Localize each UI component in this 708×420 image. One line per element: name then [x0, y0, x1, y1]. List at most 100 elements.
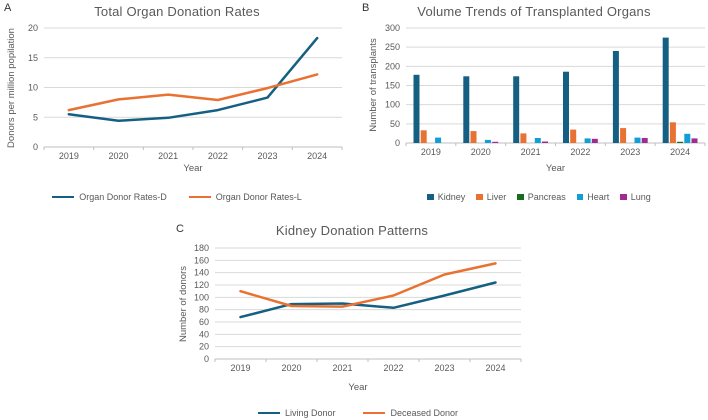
svg-text:2021: 2021	[521, 147, 541, 157]
bar-kidney-2022	[563, 71, 569, 143]
bar-liver-2020	[470, 131, 477, 143]
legend-square-swatch-icon	[576, 193, 584, 201]
bar-lung-2022	[591, 138, 598, 143]
panel-c-title: Kidney Donation Patterns	[275, 223, 429, 238]
legend-item-label: Organ Donor Rates-L	[215, 192, 302, 202]
svg-text:2020: 2020	[281, 363, 301, 373]
bar-liver-2023	[620, 128, 627, 143]
svg-text:2022: 2022	[383, 363, 403, 373]
legend-item-organ-donor-rates-l: Organ Donor Rates-L	[188, 192, 302, 202]
svg-text:2020: 2020	[108, 151, 128, 161]
legend-item-lung: Lung	[620, 192, 651, 202]
svg-text:2024: 2024	[670, 147, 690, 157]
bar-heart-2019	[435, 137, 442, 143]
legend-item-label: Kidney	[437, 192, 466, 202]
svg-text:2024: 2024	[307, 151, 327, 161]
legend-item-label: Lung	[630, 192, 651, 202]
legend-item-label: Deceased Donor	[390, 408, 459, 418]
svg-text:2023: 2023	[620, 147, 640, 157]
svg-text:5: 5	[33, 112, 38, 122]
svg-text:100: 100	[385, 100, 400, 110]
svg-text:140: 140	[194, 268, 209, 278]
svg-text:2022: 2022	[570, 147, 590, 157]
legend-item-label: Heart	[587, 192, 610, 202]
svg-text:80: 80	[199, 305, 209, 315]
panel-a-title: Total Organ Donation Rates	[94, 4, 260, 19]
panel-volume-trends-transplanted-organs: B Volume Trends of Transplanted Organs N…	[354, 0, 708, 210]
bar-kidney-2019	[413, 74, 420, 143]
panel-total-organ-donation-rates: A Total Organ Donation Rates Donors per …	[0, 0, 354, 210]
svg-text:2023: 2023	[257, 151, 277, 161]
bar-kidney-2023	[612, 51, 619, 143]
svg-text:0: 0	[33, 142, 38, 152]
bar-lung-2023	[641, 138, 648, 143]
bar-heart-2020	[484, 139, 491, 143]
legend-item-living-donor: Living Donor	[257, 408, 336, 418]
legend-square-swatch-icon	[476, 193, 483, 201]
bar-pancreas-2024	[677, 141, 684, 143]
svg-text:0: 0	[204, 354, 209, 364]
legend-line-swatch-icon	[188, 195, 211, 199]
bar-heart-2021	[534, 138, 541, 143]
panel-c-plot-area: 0 20 40 60 80 100 120 140 160 180 2019 2020 2021 2022…	[194, 243, 522, 373]
bar-kidney-2021	[513, 76, 520, 143]
svg-text:10: 10	[28, 83, 38, 93]
panel-a-plot-area: 0 5 10 15 20 2019 2020 2021 2022 2023 2024	[28, 23, 343, 161]
panel-b-label: B	[362, 2, 370, 14]
bar-kidney-2024	[662, 37, 669, 143]
legend-line-swatch-icon	[257, 411, 280, 415]
panel-c-x-axis-title: Year	[348, 382, 368, 393]
svg-text:20: 20	[199, 342, 209, 352]
legend-item-organ-donor-rates-d: Organ Donor Rates-D	[52, 192, 167, 202]
svg-text:2019: 2019	[230, 363, 250, 373]
svg-text:0: 0	[395, 138, 400, 148]
svg-text:60: 60	[199, 317, 209, 327]
legend-item-pancreas: Pancreas	[517, 192, 566, 202]
bar-liver-2024	[669, 122, 676, 143]
svg-text:2019: 2019	[59, 151, 79, 161]
bar-heart-2022	[584, 138, 591, 143]
bar-lung-2020	[492, 141, 499, 143]
svg-text:120: 120	[194, 280, 209, 290]
line-series-organ-donor-rates-l	[67, 73, 319, 112]
legend-item-label: Living Donor	[284, 408, 336, 418]
bar-liver-2019	[420, 130, 427, 143]
svg-text:15: 15	[28, 53, 38, 63]
legend-square-swatch-icon	[427, 193, 434, 201]
legend-item-label: Pancreas	[527, 192, 566, 202]
bar-lung-2021	[542, 141, 548, 143]
panel-b-title: Volume Trends of Transplanted Organs	[417, 4, 651, 19]
legend-item-kidney: Kidney	[427, 192, 465, 202]
legend-item-deceased-donor: Deceased Donor	[363, 408, 458, 418]
panel-c-label: C	[176, 223, 184, 235]
bar-liver-2022	[570, 129, 577, 143]
bar-heart-2023	[634, 137, 641, 143]
svg-text:2020: 2020	[471, 147, 491, 157]
svg-text:20: 20	[28, 23, 38, 33]
svg-text:2022: 2022	[208, 151, 228, 161]
svg-text:150: 150	[385, 81, 400, 91]
legend-item-label: Organ Donor Rates-D	[79, 192, 167, 202]
bar-kidney-2020	[463, 76, 470, 143]
panel-b-legend: Kidney Liver Pancreas Heart Lung	[374, 190, 704, 204]
line-series-organ-donor-rates-d	[67, 36, 319, 123]
legend-line-swatch-icon	[363, 411, 386, 415]
legend-item-label: Liver	[486, 192, 507, 202]
panel-b-x-axis-title: Year	[545, 163, 566, 174]
bar-lung-2024	[691, 138, 698, 143]
legend-line-swatch-icon	[52, 195, 75, 199]
svg-text:2024: 2024	[485, 363, 505, 373]
panel-kidney-donation-patterns: C Kidney Donation Patterns Number of don…	[0, 210, 708, 419]
legend-square-swatch-icon	[620, 193, 627, 201]
legend-square-swatch-icon	[517, 193, 524, 201]
svg-text:2021: 2021	[158, 151, 178, 161]
panel-a-legend: Organ Donor Rates-D Organ Donor Rates-L	[0, 190, 354, 204]
panel-b-plot-area: 0 50 100 150 200 250 300 2019 2020 2021 2022 2023 20…	[385, 23, 706, 157]
svg-text:2021: 2021	[332, 363, 352, 373]
line-series-deceased-donor	[239, 262, 497, 308]
svg-text:50: 50	[390, 119, 400, 129]
svg-text:100: 100	[194, 292, 209, 302]
panel-a-label: A	[4, 2, 12, 14]
svg-text:2023: 2023	[434, 363, 454, 373]
svg-text:40: 40	[199, 329, 209, 339]
